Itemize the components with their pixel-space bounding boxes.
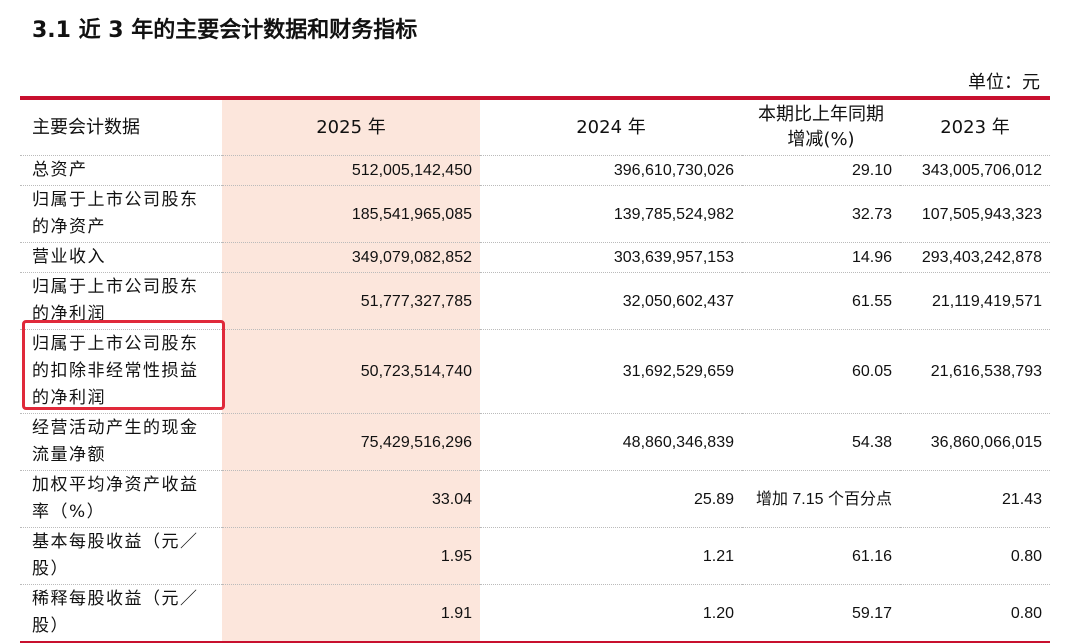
column-header-text: 主要会计数据 [32,117,140,138]
section-title: 3.1 近 3 年的主要会计数据和财务指标 [32,18,418,43]
cell-value: 139,785,524,982 [480,185,742,243]
cell-value: 1.20 [480,584,742,643]
column-header: 本期比上年同期增减(%) [742,98,900,156]
cell-value: 14.96 [742,242,900,273]
unit-label: 单位：元 [968,72,1040,93]
table-row: 归属于上市公司股东的扣除非经常性损益的净利润 50,723,514,740 31,6… [20,329,1050,414]
cell-value: 21,119,419,571 [900,272,1050,330]
cell-value: 349,079,082,852 [222,242,480,273]
table-row: 营业收入 349,079,082,852 303,639,957,153 14.96 2… [20,242,1050,273]
cell-value: 48,860,346,839 [480,413,742,471]
cell-value: 21.43 [900,470,1050,528]
row-label: 归属于上市公司股东的扣除非经常性损益的净利润 [20,329,222,414]
cell-value: 61.16 [742,527,900,585]
row-label: 基本每股收益（元／股） [20,527,222,585]
column-header-text: 2024 年 [576,117,646,138]
cell-value: 36,860,066,015 [900,413,1050,471]
cell-value: 343,005,706,012 [900,155,1050,186]
cell-value: 21,616,538,793 [900,329,1050,414]
cell-value: 293,403,242,878 [900,242,1050,273]
cell-value: 1.95 [222,527,480,585]
cell-value: 32,050,602,437 [480,272,742,330]
cell-value: 60.05 [742,329,900,414]
cell-value: 54.38 [742,413,900,471]
column-header-text: 2023 年 [940,117,1010,138]
cell-value: 61.55 [742,272,900,330]
column-header: 2024 年 [480,98,742,156]
cell-value: 32.73 [742,185,900,243]
table-row: 归属于上市公司股东的净资产 185,541,965,085 139,785,524,… [20,185,1050,243]
cell-value: 33.04 [222,470,480,528]
column-header-text: 2025 年 [316,117,386,138]
cell-value: 1.21 [480,527,742,585]
row-label: 营业收入 [20,242,222,273]
cell-value: 303,639,957,153 [480,242,742,273]
cell-value: 75,429,516,296 [222,413,480,471]
cell-value: 1.91 [222,584,480,643]
column-header-text: 本期比上年同期增减(%) [758,104,884,150]
cell-value: 59.17 [742,584,900,643]
cell-value: 396,610,730,026 [480,155,742,186]
column-header: 2023 年 [900,98,1050,156]
row-label: 加权平均净资产收益率（%） [20,470,222,528]
row-label: 经营活动产生的现金流量净额 [20,413,222,471]
cell-value: 50,723,514,740 [222,329,480,414]
table-row: 稀释每股收益（元／股） 1.91 1.20 59.17 0.80 [20,584,1050,643]
header-row: 主要会计数据 2025 年 2024 年 本期比上年同期增减(%) 2023 年 [20,98,1050,156]
cell-value: 107,505,943,323 [900,185,1050,243]
table-row: 加权平均净资产收益率（%） 33.04 25.89 增加 7.15 个百分点 21.43 [20,470,1050,528]
cell-value: 51,777,327,785 [222,272,480,330]
highlight-box [22,320,225,410]
table-row: 经营活动产生的现金流量净额 75,429,516,296 48,860,346,83… [20,413,1050,471]
row-label: 归属于上市公司股东的净资产 [20,185,222,243]
table-row: 总资产 512,005,142,450 396,610,730,026 29.10 34… [20,155,1050,186]
table-row: 基本每股收益（元／股） 1.95 1.21 61.16 0.80 [20,527,1050,585]
cell-value: 31,692,529,659 [480,329,742,414]
cell-value: 185,541,965,085 [222,185,480,243]
cell-value: 512,005,142,450 [222,155,480,186]
cell-value: 29.10 [742,155,900,186]
column-header: 主要会计数据 [20,98,222,156]
cell-value: 增加 7.15 个百分点 [742,470,900,528]
row-label: 总资产 [20,155,222,186]
column-header: 2025 年 [222,98,480,156]
row-label: 稀释每股收益（元／股） [20,584,222,643]
cell-value: 25.89 [480,470,742,528]
cell-value: 0.80 [900,584,1050,643]
cell-value: 0.80 [900,527,1050,585]
